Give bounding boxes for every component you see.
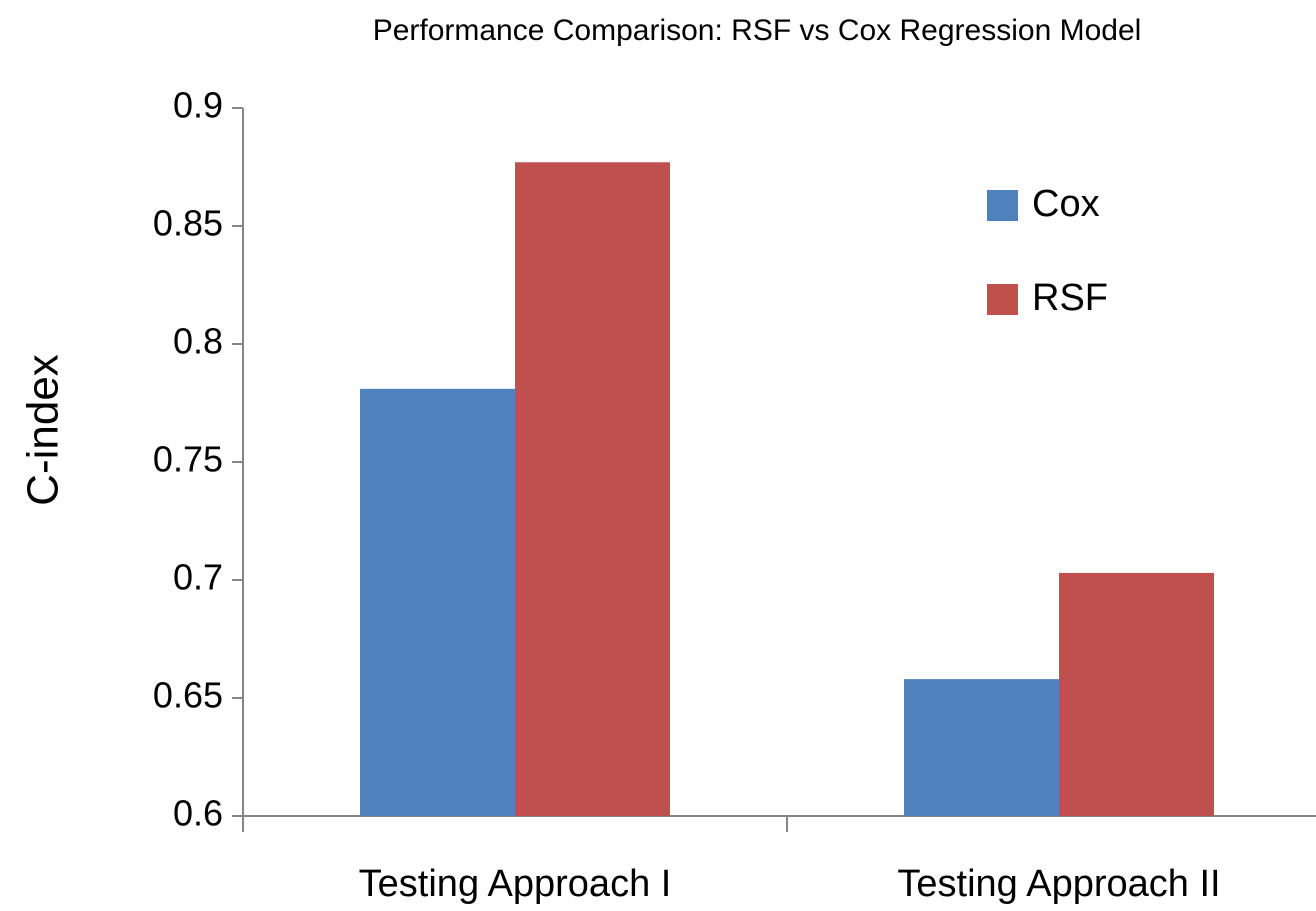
legend-label: Cox (1032, 183, 1100, 225)
y-tick-label: 0.7 (173, 557, 223, 598)
legend-label: RSF (1032, 277, 1108, 319)
x-tick-label: Testing Approach I (359, 863, 672, 905)
bar (904, 679, 1059, 816)
x-tick-label: Testing Approach II (897, 863, 1220, 905)
y-tick-label: 0.8 (173, 321, 223, 362)
legend-swatch (987, 190, 1018, 221)
y-axis-label: C-index (19, 354, 68, 506)
bar (515, 162, 670, 816)
chart-title: Performance Comparison: RSF vs Cox Regre… (373, 14, 1142, 47)
y-tick-label: 0.85 (153, 203, 223, 244)
y-tick-label: 0.65 (153, 675, 223, 716)
y-tick-label: 0.9 (173, 85, 223, 126)
y-tick-label: 0.75 (153, 439, 223, 480)
bar (1059, 572, 1214, 816)
y-tick-label: 0.6 (173, 793, 223, 834)
bar (360, 388, 515, 816)
legend-swatch (987, 284, 1018, 315)
